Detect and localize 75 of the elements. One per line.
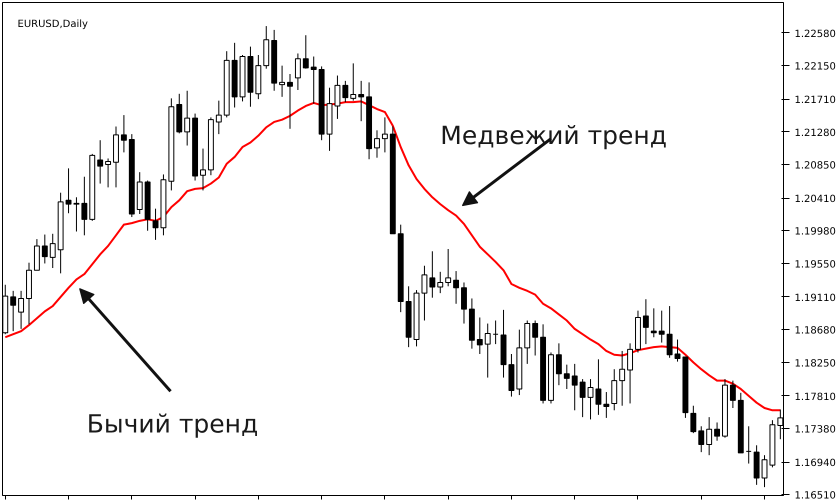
candlestick	[10, 290, 16, 332]
candlestick	[730, 380, 736, 409]
y-tick-label: 1.22150	[794, 62, 836, 73]
candlestick	[279, 65, 286, 98]
candlestick	[18, 290, 24, 330]
candlestick	[445, 248, 452, 287]
candlestick	[358, 80, 364, 122]
candlestick	[564, 364, 570, 390]
candlestick	[429, 250, 436, 298]
candlestick	[532, 320, 538, 356]
candlestick	[73, 196, 80, 232]
candlestick	[492, 320, 499, 345]
candlestick	[184, 90, 190, 146]
candlestick	[105, 158, 112, 188]
candlestick	[556, 342, 562, 386]
candlestick	[374, 130, 380, 158]
candlestick	[762, 454, 768, 488]
y-tick-label: 1.16510	[794, 490, 836, 501]
candlestick	[42, 234, 48, 264]
candlestick	[342, 80, 348, 103]
y-tick-label: 1.19980	[794, 226, 836, 238]
y-tick-label: 1.17380	[794, 424, 836, 436]
candlestick	[666, 306, 673, 358]
candlestick	[674, 339, 680, 362]
candlestick	[476, 316, 483, 354]
y-tick-label: 1.20410	[794, 194, 836, 206]
candlestick	[714, 422, 720, 442]
candlestick	[658, 310, 665, 344]
candlestick	[66, 168, 72, 214]
candlestick	[120, 114, 127, 153]
candlestick	[152, 208, 158, 240]
candlestick	[650, 308, 657, 338]
candlestick	[698, 426, 704, 453]
candlestick	[746, 426, 752, 464]
y-tick-label: 1.22580	[794, 28, 836, 40]
candlestick	[421, 265, 428, 322]
candlestick	[50, 233, 56, 269]
candlestick	[294, 52, 301, 90]
candlestick	[382, 116, 388, 153]
candlestick	[216, 100, 222, 135]
candlestick	[334, 75, 340, 120]
candlestick	[484, 323, 491, 378]
y-tick-label: 1.18680	[794, 326, 836, 337]
candlestick	[461, 282, 467, 324]
candlestick	[619, 350, 626, 406]
y-tick-label: 1.21710	[794, 95, 836, 106]
candlestick	[603, 392, 610, 418]
candlestick	[97, 140, 104, 184]
candlestick	[580, 378, 586, 418]
y-tick-label: 1.16940	[794, 458, 836, 470]
candlestick	[437, 271, 444, 294]
candlestick	[706, 416, 712, 456]
candlestick	[690, 405, 696, 434]
annotation: Медвежий тренд	[440, 121, 668, 150]
y-tick-label: 1.18250	[794, 358, 836, 370]
candlestick	[302, 34, 309, 70]
candlestick	[310, 56, 317, 104]
candlestick	[453, 270, 460, 304]
candlestick	[588, 378, 594, 420]
candlestick	[572, 363, 578, 411]
y-tick-label: 1.19110	[794, 292, 836, 304]
candlestick	[595, 358, 602, 416]
y-tick-label: 1.19550	[794, 259, 836, 270]
candlestick	[350, 62, 356, 102]
candlestick	[642, 298, 649, 345]
candlestick	[627, 342, 634, 404]
candlestick	[200, 148, 206, 191]
annotation: Бычий тренд	[86, 409, 258, 438]
candlestick	[287, 74, 293, 130]
y-tick-label: 1.20850	[794, 160, 836, 172]
candlestick	[81, 176, 88, 236]
text: EURUSD,Daily	[18, 19, 88, 30]
candlestick	[611, 368, 618, 411]
y-tick-label: 1.21280	[794, 128, 836, 139]
y-tick-label: 1.17810	[794, 392, 836, 403]
